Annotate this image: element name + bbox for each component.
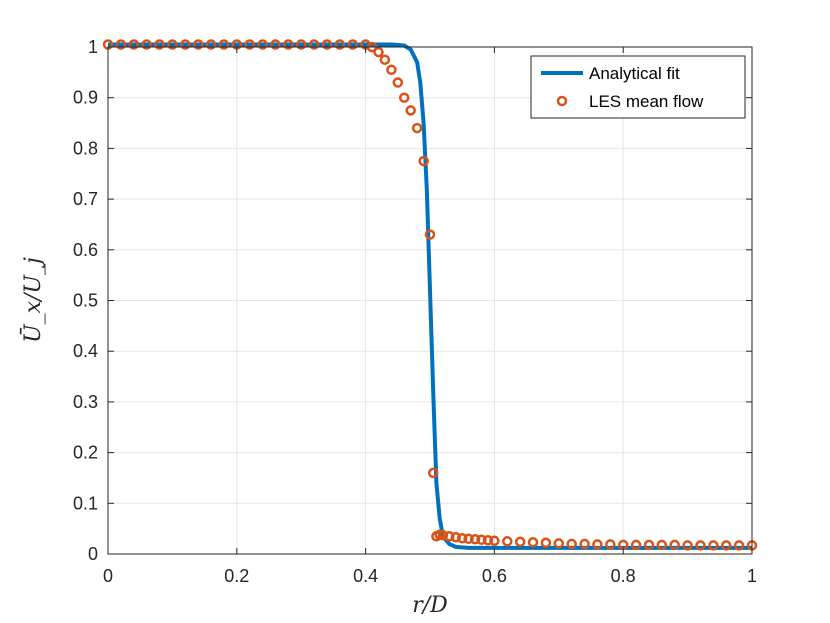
data-point-les-mean-flow — [379, 54, 391, 65]
data-point-les-mean-flow — [244, 39, 255, 50]
legend-box — [530, 55, 746, 119]
data-point-les-mean-flow — [476, 534, 487, 546]
data-point-les-mean-flow — [427, 467, 439, 479]
data-point-les-mean-flow — [373, 46, 384, 58]
y-tick-label: 1 — [88, 37, 98, 57]
data-point-les-mean-flow — [579, 538, 590, 550]
legend-label-les-mean-flow: LES mean flow — [589, 92, 704, 111]
legend-marker-swatch — [556, 95, 568, 107]
data-point-les-mean-flow — [514, 536, 526, 548]
data-point-les-mean-flow — [456, 533, 468, 544]
data-point-les-mean-flow — [592, 539, 603, 550]
data-point-les-mean-flow — [469, 534, 481, 545]
y-tick-label: 0.2 — [73, 443, 98, 463]
data-point-les-mean-flow — [605, 539, 616, 550]
data-point-les-mean-flow — [540, 537, 552, 549]
data-point-les-mean-flow — [154, 39, 165, 50]
data-point-les-mean-flow — [527, 537, 539, 548]
data-point-les-mean-flow — [128, 39, 140, 50]
data-point-les-mean-flow — [334, 39, 346, 50]
legend: Analytical fit LES mean flow — [530, 55, 746, 119]
data-point-les-mean-flow — [405, 105, 416, 116]
data-point-les-mean-flow — [418, 155, 429, 167]
data-point-les-mean-flow — [167, 39, 178, 50]
data-point-les-mean-flow — [708, 540, 719, 551]
data-point-les-mean-flow — [630, 539, 642, 551]
data-point-les-mean-flow — [502, 536, 513, 547]
data-point-les-mean-flow — [643, 539, 655, 551]
y-tick-label: 0.8 — [73, 138, 98, 158]
data-point-les-mean-flow — [733, 540, 745, 551]
data-point-les-mean-flow — [656, 539, 668, 551]
data-point-les-mean-flow — [308, 39, 320, 50]
data-point-les-mean-flow — [270, 39, 281, 50]
data-point-les-mean-flow — [682, 540, 693, 551]
data-point-les-mean-flow — [669, 539, 680, 551]
y-tick-label: 0.1 — [73, 493, 98, 513]
y-tick-label: 0.6 — [73, 240, 98, 260]
data-point-les-mean-flow — [141, 39, 152, 50]
y-axis-label: Ū_x/U_j — [19, 257, 46, 343]
data-point-les-mean-flow — [424, 229, 436, 240]
x-tick-label: 0.6 — [482, 566, 507, 586]
data-point-les-mean-flow — [444, 531, 455, 542]
data-point-les-mean-flow — [218, 39, 230, 50]
data-point-les-mean-flow — [321, 39, 333, 50]
x-axis-label: r/D — [412, 593, 448, 618]
legend-label-analytical-fit: Analytical fit — [589, 64, 680, 83]
data-point-les-mean-flow — [463, 533, 474, 545]
y-tick-label: 0.5 — [73, 291, 98, 311]
data-point-les-mean-flow — [489, 535, 500, 547]
data-point-les-mean-flow — [553, 538, 565, 549]
data-point-les-mean-flow — [386, 64, 397, 76]
x-tick-label: 0.4 — [353, 566, 378, 586]
data-point-les-mean-flow — [192, 39, 204, 50]
data-point-les-mean-flow — [205, 39, 217, 50]
x-tick-label: 0.2 — [224, 566, 249, 586]
y-tick-label: 0 — [88, 544, 98, 564]
data-point-les-mean-flow — [695, 540, 706, 551]
x-tick-label: 0 — [103, 566, 113, 586]
data-point-les-mean-flow — [283, 39, 294, 50]
data-point-les-mean-flow — [411, 122, 423, 134]
data-point-les-mean-flow — [257, 39, 268, 50]
data-point-les-mean-flow — [482, 535, 494, 546]
data-point-les-mean-flow — [392, 77, 404, 88]
series-layer — [102, 39, 758, 551]
data-point-les-mean-flow — [347, 39, 358, 50]
y-tick-label: 0.4 — [73, 341, 98, 361]
data-point-les-mean-flow — [450, 532, 462, 543]
x-tick-label: 0.8 — [611, 566, 636, 586]
y-tick-label: 0.9 — [73, 88, 98, 108]
data-point-les-mean-flow — [115, 39, 127, 50]
data-point-les-mean-flow — [566, 538, 577, 550]
y-tick-label: 0.7 — [73, 189, 98, 209]
data-point-les-mean-flow — [398, 92, 410, 103]
y-tick-label: 0.3 — [73, 392, 98, 412]
ticks: 0 0.2 0.4 0.6 0.8 1 0 0.1 0.2 0.3 0.4 0.5 0.6 0.7 0.8 0… — [73, 37, 757, 586]
x-tick-label: 1 — [747, 566, 757, 586]
data-point-les-mean-flow — [295, 39, 307, 50]
data-point-les-mean-flow — [437, 529, 449, 541]
data-point-les-mean-flow — [720, 540, 732, 551]
data-point-les-mean-flow — [180, 39, 191, 50]
